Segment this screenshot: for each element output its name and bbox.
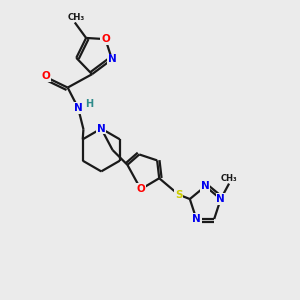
Text: CH₃: CH₃ [68,13,85,22]
Text: N: N [97,124,106,134]
Text: O: O [42,71,51,81]
Text: N: N [74,103,82,113]
Text: N: N [201,181,210,191]
Text: S: S [175,190,182,200]
Text: O: O [136,184,145,194]
Text: N: N [192,214,201,224]
Text: CH₃: CH₃ [221,174,237,183]
Text: N: N [216,194,225,204]
Text: N: N [108,54,116,64]
Text: O: O [101,34,110,44]
Text: H: H [85,99,93,109]
